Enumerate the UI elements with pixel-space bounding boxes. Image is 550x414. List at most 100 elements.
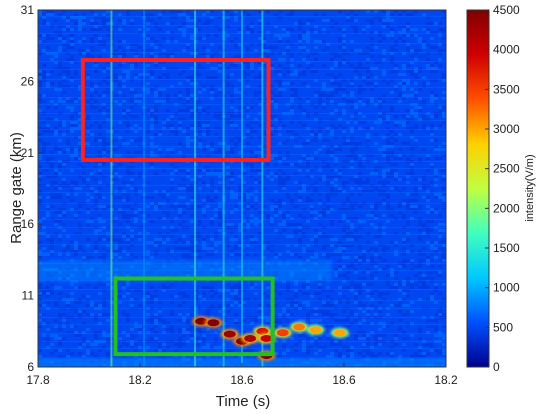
heatmap-cell <box>282 112 286 115</box>
heatmap-cell <box>42 22 46 25</box>
heatmap-cell <box>198 67 202 70</box>
heatmap-cell <box>310 208 314 211</box>
heatmap-cell <box>378 190 382 193</box>
heatmap-cell <box>382 334 386 337</box>
heatmap-cell <box>334 64 338 67</box>
heatmap-cell <box>210 172 214 175</box>
heatmap-cell <box>198 139 202 142</box>
heatmap-cell <box>202 52 206 55</box>
heatmap-cell <box>382 247 386 250</box>
heatmap-cell <box>406 142 410 145</box>
heatmap-cell <box>354 319 358 322</box>
heatmap-cell <box>338 103 342 106</box>
heatmap-cell <box>102 121 106 124</box>
heatmap-cell <box>126 283 130 286</box>
heatmap-cell <box>166 73 170 76</box>
heatmap-cell <box>438 223 442 226</box>
heatmap-cell <box>114 172 118 175</box>
heatmap-cell <box>326 19 330 22</box>
heatmap-cell <box>242 205 246 208</box>
heatmap-cell <box>318 211 322 214</box>
heatmap-cell <box>94 316 98 319</box>
heatmap-cell <box>178 82 182 85</box>
heatmap-cell <box>290 298 294 301</box>
heatmap-cell <box>114 130 118 133</box>
heatmap-cell <box>350 310 354 313</box>
heatmap-cell <box>282 172 286 175</box>
heatmap-cell <box>418 271 422 274</box>
heatmap-cell <box>206 343 210 346</box>
heatmap-cell <box>430 64 434 67</box>
heatmap-cell <box>382 190 386 193</box>
heatmap-cell <box>102 289 106 292</box>
heatmap-cell <box>358 178 362 181</box>
heatmap-cell <box>294 193 298 196</box>
heatmap-cell <box>282 229 286 232</box>
heatmap-cell <box>182 295 186 298</box>
heatmap-cell <box>218 181 222 184</box>
heatmap-cell <box>226 154 230 157</box>
heatmap-cell <box>202 226 206 229</box>
heatmap-cell <box>346 160 350 163</box>
heatmap-cell <box>254 118 258 121</box>
heatmap-cell <box>198 331 202 334</box>
heatmap-cell <box>298 226 302 229</box>
heatmap-cell <box>242 91 246 94</box>
heatmap-cell <box>134 211 138 214</box>
heatmap-cell <box>94 64 98 67</box>
heatmap-cell <box>294 223 298 226</box>
heatmap-cell <box>106 22 110 25</box>
heatmap-cell <box>86 55 90 58</box>
heatmap-cell <box>262 61 266 64</box>
heatmap-cell <box>62 307 66 310</box>
heatmap-cell <box>434 115 438 118</box>
heatmap-cell <box>94 193 98 196</box>
heatmap-cell <box>154 46 158 49</box>
heatmap-cell <box>438 58 442 61</box>
heatmap-cell <box>246 298 250 301</box>
heatmap-cell <box>230 226 234 229</box>
heatmap-cell <box>294 292 298 295</box>
heatmap-cell <box>262 187 266 190</box>
heatmap-cell <box>250 70 254 73</box>
heatmap-cell <box>302 82 306 85</box>
heatmap-cell <box>274 172 278 175</box>
heatmap-cell <box>182 178 186 181</box>
heatmap-cell <box>202 181 206 184</box>
heatmap-cell <box>202 199 206 202</box>
heatmap-cell <box>342 109 346 112</box>
heatmap-cell <box>414 73 418 76</box>
heatmap-cell <box>438 229 442 232</box>
heatmap-cell <box>130 88 134 91</box>
heatmap-cell <box>202 244 206 247</box>
heatmap-cell <box>326 184 330 187</box>
heatmap-cell <box>198 295 202 298</box>
heatmap-cell <box>230 121 234 124</box>
heatmap-cell <box>330 154 334 157</box>
heatmap-cell <box>378 202 382 205</box>
heatmap-cell <box>118 13 122 16</box>
heatmap-cell <box>38 253 42 256</box>
heatmap-cell <box>214 172 218 175</box>
heatmap-cell <box>70 325 74 328</box>
heatmap-cell <box>330 316 334 319</box>
x-tick-label: 18.2 <box>128 373 152 387</box>
heatmap-cell <box>58 322 62 325</box>
heatmap-cell <box>198 307 202 310</box>
heatmap-cell <box>86 76 90 79</box>
heatmap-cell <box>154 325 158 328</box>
heatmap-cell <box>130 91 134 94</box>
heatmap-cell <box>126 280 130 283</box>
heatmap-cell <box>42 121 46 124</box>
heatmap-cell <box>414 352 418 355</box>
heatmap-cell <box>138 100 142 103</box>
heatmap-cell <box>134 94 138 97</box>
heatmap-cell <box>406 64 410 67</box>
heatmap-cell <box>242 115 246 118</box>
heatmap-cell <box>378 100 382 103</box>
heatmap-cell <box>270 85 274 88</box>
heatmap-cell <box>322 28 326 31</box>
heatmap-cell <box>138 238 142 241</box>
heatmap-cell <box>342 229 346 232</box>
heatmap-cell <box>354 313 358 316</box>
